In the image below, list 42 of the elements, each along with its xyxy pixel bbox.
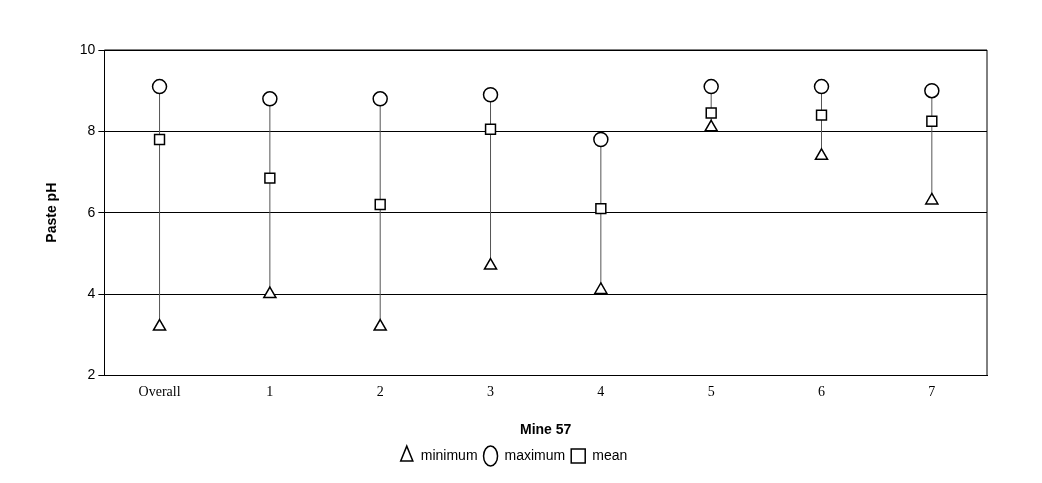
y-tick-label: 6	[87, 203, 96, 220]
x-tick-label: 4	[597, 384, 605, 400]
point	[925, 192, 939, 205]
x-tick-label: Overall	[138, 384, 181, 400]
point	[593, 131, 609, 148]
legend-label: mean	[592, 446, 628, 463]
point	[813, 78, 830, 95]
y-tick-label: 2	[87, 366, 96, 383]
point	[372, 91, 388, 107]
x-tick-label: 1	[266, 384, 274, 400]
point	[482, 86, 499, 103]
point	[263, 286, 277, 299]
point	[594, 282, 608, 295]
y-axis-title: Paste pH	[43, 182, 60, 243]
point	[374, 198, 386, 211]
x-tick-label: 6	[818, 384, 826, 400]
point	[926, 115, 938, 127]
x-tick-label: 7	[928, 384, 936, 400]
point	[262, 91, 278, 107]
point	[924, 82, 940, 99]
point	[483, 257, 498, 270]
x-tick-label: 2	[376, 384, 384, 400]
legend-label: maximum	[504, 446, 566, 463]
legend-label: minimum	[420, 446, 478, 463]
point	[151, 78, 168, 95]
x-axis-title: Mine 57	[520, 421, 572, 438]
y-tick-label: 4	[87, 284, 96, 301]
point	[815, 109, 828, 121]
y-tick-label: 10	[79, 40, 96, 57]
point	[814, 148, 829, 161]
point	[264, 172, 276, 184]
point	[595, 202, 607, 215]
point	[703, 78, 719, 95]
point	[373, 318, 388, 331]
point	[484, 123, 497, 136]
x-tick-label: 5	[707, 384, 715, 400]
point	[152, 318, 167, 331]
point	[704, 119, 718, 132]
point	[153, 133, 166, 146]
y-tick-label: 8	[87, 122, 96, 139]
point	[705, 107, 717, 119]
x-tick-label: 3	[487, 384, 495, 400]
